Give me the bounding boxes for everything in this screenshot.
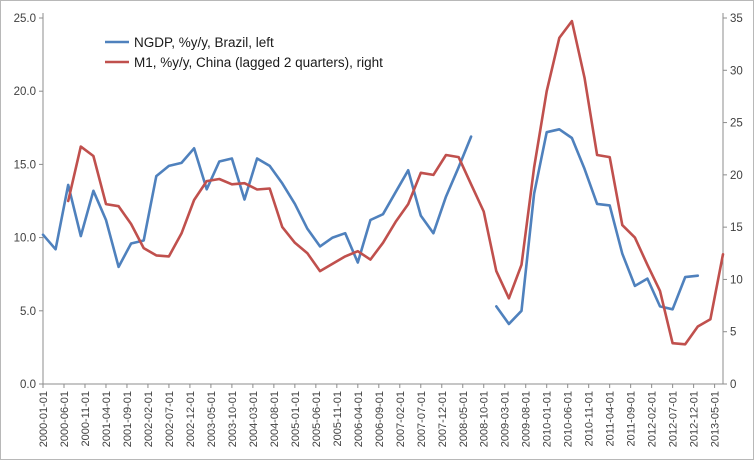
x-tick-label: 2012-02-01 xyxy=(647,391,659,447)
x-tick-label: 2010-11-01 xyxy=(584,391,596,446)
x-tick-label: 2005-01-01 xyxy=(290,391,302,447)
x-tick-label: 2006-09-01 xyxy=(374,391,386,447)
x-tick-label: 2007-02-01 xyxy=(395,391,407,447)
x-tick-label: 2001-09-01 xyxy=(122,391,134,447)
x-tick-label: 2002-02-01 xyxy=(143,391,155,447)
x-tick-label: 2011-09-01 xyxy=(626,391,638,446)
x-tick-label: 2009-03-01 xyxy=(500,391,512,447)
x-tick-label: 2012-07-01 xyxy=(668,391,680,447)
left-tick-label: 0.0 xyxy=(20,379,36,391)
x-tick-label: 2000-01-01 xyxy=(38,391,50,447)
left-tick-label: 20.0 xyxy=(14,86,36,98)
x-tick-label: 2000-06-01 xyxy=(59,391,71,447)
legend-label-ngdp: NGDP, %y/y, Brazil, left xyxy=(134,35,274,50)
x-tick-label: 2003-10-01 xyxy=(227,391,239,447)
tick-labels: 0.0 5.0 10.0 15.0 20.0 25.0 0 5 10 15 20 25 30 35 2000… xyxy=(14,13,743,447)
x-tick-label: 2003-05-01 xyxy=(206,391,218,447)
x-tick-label: 2010-01-01 xyxy=(542,391,554,447)
right-tick-label: 0 xyxy=(730,379,736,391)
x-tick-label: 2002-07-01 xyxy=(164,391,176,447)
x-tick-label: 2012-12-01 xyxy=(689,391,701,447)
right-tick-label: 20 xyxy=(730,170,743,182)
x-tick-label: 2008-10-01 xyxy=(479,391,491,447)
legend: NGDP, %y/y, Brazil, left M1, %y/y, China… xyxy=(105,35,383,70)
series-lines xyxy=(41,19,725,346)
right-tick-label: 25 xyxy=(730,118,743,130)
left-tick-label: 15.0 xyxy=(14,159,36,171)
x-tick-label: 2013-05-01 xyxy=(710,391,722,447)
x-tick-label: 2005-11-01 xyxy=(332,391,344,446)
x-tick-label: 2005-06-01 xyxy=(311,391,323,447)
left-tick-label: 10.0 xyxy=(14,233,36,245)
x-tick-label: 2002-12-01 xyxy=(185,391,197,447)
x-tick-label: 2004-03-01 xyxy=(248,391,260,447)
x-tick-label: 2010-06-01 xyxy=(563,391,575,447)
x-tick-label: 2001-04-01 xyxy=(101,391,113,447)
legend-label-m1: M1, %y/y, China (lagged 2 quarters), rig… xyxy=(134,55,383,70)
x-tick-label: 2004-08-01 xyxy=(269,391,281,447)
series-line-m1-china xyxy=(66,19,725,346)
x-tick-label: 2007-12-01 xyxy=(437,391,449,447)
left-tick-label: 5.0 xyxy=(20,306,36,318)
right-tick-label: 10 xyxy=(730,274,743,286)
right-tick-label: 15 xyxy=(730,222,743,234)
x-tick-label: 2009-08-01 xyxy=(521,391,533,447)
right-tick-label: 5 xyxy=(730,327,736,339)
x-tick-label: 2006-04-01 xyxy=(353,391,365,447)
x-tick-label: 2011-04-01 xyxy=(605,391,617,446)
right-tick-label: 30 xyxy=(730,65,743,77)
right-tick-label: 35 xyxy=(730,13,743,25)
x-tick-label: 2000-11-01 xyxy=(80,391,92,446)
x-tick-label: 2007-07-01 xyxy=(416,391,428,447)
x-tick-label: 2008-05-01 xyxy=(458,391,470,447)
left-tick-label: 25.0 xyxy=(14,13,36,25)
series-line-ngdp-brazil xyxy=(41,128,700,326)
